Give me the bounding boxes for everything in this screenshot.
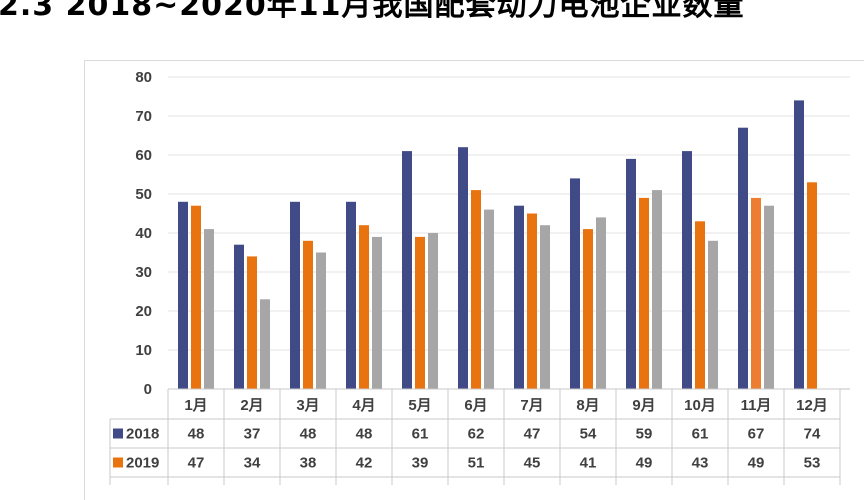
data-label: 49 <box>748 455 765 472</box>
x-tick-label: 8月 <box>576 397 599 414</box>
data-label: 46 <box>468 484 485 486</box>
y-tick-label: 10 <box>135 342 152 359</box>
x-tick-label: 6月 <box>464 397 487 414</box>
bar-2019-11月 <box>751 197 761 389</box>
y-tick-label: 70 <box>135 108 152 125</box>
bar-2019-6月 <box>471 190 481 389</box>
data-label: 67 <box>748 426 765 443</box>
y-tick-label: 40 <box>135 225 152 242</box>
data-label: 49 <box>636 455 653 472</box>
bar-2020-4月 <box>372 236 382 389</box>
y-tick-label: 0 <box>144 381 152 398</box>
bar-2018-4月 <box>346 201 356 389</box>
data-label: 37 <box>244 426 261 443</box>
data-label: 54 <box>580 426 597 443</box>
legend-label: 2018 <box>126 426 159 443</box>
chart-frame <box>84 60 864 500</box>
bar-2018-3月 <box>290 201 300 389</box>
y-tick-label: 20 <box>135 303 152 320</box>
bar-2018-6月 <box>458 147 468 389</box>
data-label: 48 <box>188 426 205 443</box>
x-tick-label: 7月 <box>520 397 543 414</box>
bar-2018-2月 <box>234 244 244 389</box>
bar-2020-2月 <box>260 299 270 389</box>
y-tick-label: 60 <box>135 147 152 164</box>
bar-2018-11月 <box>738 127 748 389</box>
data-label: 47 <box>748 484 765 486</box>
legend-label: 2020 <box>126 484 159 486</box>
x-tick-label: 5月 <box>408 397 431 414</box>
bar-2020-3月 <box>316 252 326 389</box>
x-tick-label: 1月 <box>184 397 207 414</box>
x-tick-label: 4月 <box>352 397 375 414</box>
x-tick-label: 12月 <box>796 397 828 414</box>
legend-swatch-2019 <box>113 457 123 468</box>
bar-2018-8月 <box>570 178 580 389</box>
data-label: 34 <box>244 455 261 472</box>
bar-2019-1月 <box>191 205 201 389</box>
bar-2020-10月 <box>708 240 718 389</box>
x-tick-label: 9月 <box>632 397 655 414</box>
data-label: 48 <box>356 426 373 443</box>
data-label: 53 <box>804 455 821 472</box>
data-label: 59 <box>636 426 653 443</box>
bar-2018-12月 <box>794 100 804 390</box>
legend-swatch-2018 <box>113 428 123 439</box>
bar-2019-12月 <box>807 182 817 389</box>
bar-2018-5月 <box>402 151 412 389</box>
data-label: 41 <box>580 455 597 472</box>
data-label: 44 <box>580 484 597 486</box>
data-label: 45 <box>524 455 541 472</box>
data-label: 38 <box>300 455 317 472</box>
bar-2019-9月 <box>639 197 649 389</box>
data-label: 38 <box>692 484 709 486</box>
y-tick-label: 80 <box>135 69 152 86</box>
data-label: 74 <box>804 426 821 443</box>
data-label: 39 <box>412 455 429 472</box>
bar-2020-1月 <box>204 229 214 389</box>
y-tick-label: 30 <box>135 264 152 281</box>
bar-2019-3月 <box>303 240 313 389</box>
bar-2020-8月 <box>596 217 606 389</box>
data-label: 47 <box>524 426 541 443</box>
x-tick-label: 10月 <box>684 397 716 414</box>
bar-2019-2月 <box>247 256 257 389</box>
bar-2020-5月 <box>428 233 438 389</box>
data-label: 48 <box>300 426 317 443</box>
data-label: 62 <box>468 426 485 443</box>
bar-2020-11月 <box>764 205 774 389</box>
bar-2019-5月 <box>415 236 425 389</box>
data-label: 61 <box>692 426 709 443</box>
data-label: 51 <box>468 455 485 472</box>
data-label: 39 <box>356 484 373 486</box>
bar-2018-1月 <box>178 201 188 389</box>
data-label: 35 <box>300 484 317 486</box>
bar-2018-10月 <box>682 151 692 389</box>
data-label: 42 <box>524 484 541 486</box>
bar-2018-9月 <box>626 158 636 389</box>
bar-2019-10月 <box>695 221 705 389</box>
bar-2019-7月 <box>527 213 537 389</box>
data-label: 51 <box>636 484 653 486</box>
legend-label: 2019 <box>126 455 159 472</box>
data-label: 42 <box>356 455 373 472</box>
data-label: 40 <box>412 484 429 486</box>
data-label: 41 <box>188 484 205 486</box>
data-label: 61 <box>412 426 429 443</box>
bar-2019-4月 <box>359 225 369 389</box>
y-tick-label: 50 <box>135 186 152 203</box>
x-tick-label: 11月 <box>741 397 772 414</box>
bar-2020-6月 <box>484 209 494 389</box>
x-tick-label: 3月 <box>296 397 319 414</box>
bar-2019-8月 <box>583 229 593 389</box>
bar-2020-9月 <box>652 190 662 389</box>
data-label: 23 <box>244 484 261 486</box>
data-label: 47 <box>188 455 205 472</box>
bar-2020-7月 <box>540 225 550 389</box>
data-label: 43 <box>692 455 709 472</box>
bar-2018-7月 <box>514 205 524 389</box>
bar-chart: 0 10 20 30 40 50 60 70 80 1月 2月 3月 4月 5月 6月 7月 8月 9月 10月 11… <box>109 69 850 486</box>
x-tick-label: 2月 <box>240 397 263 414</box>
